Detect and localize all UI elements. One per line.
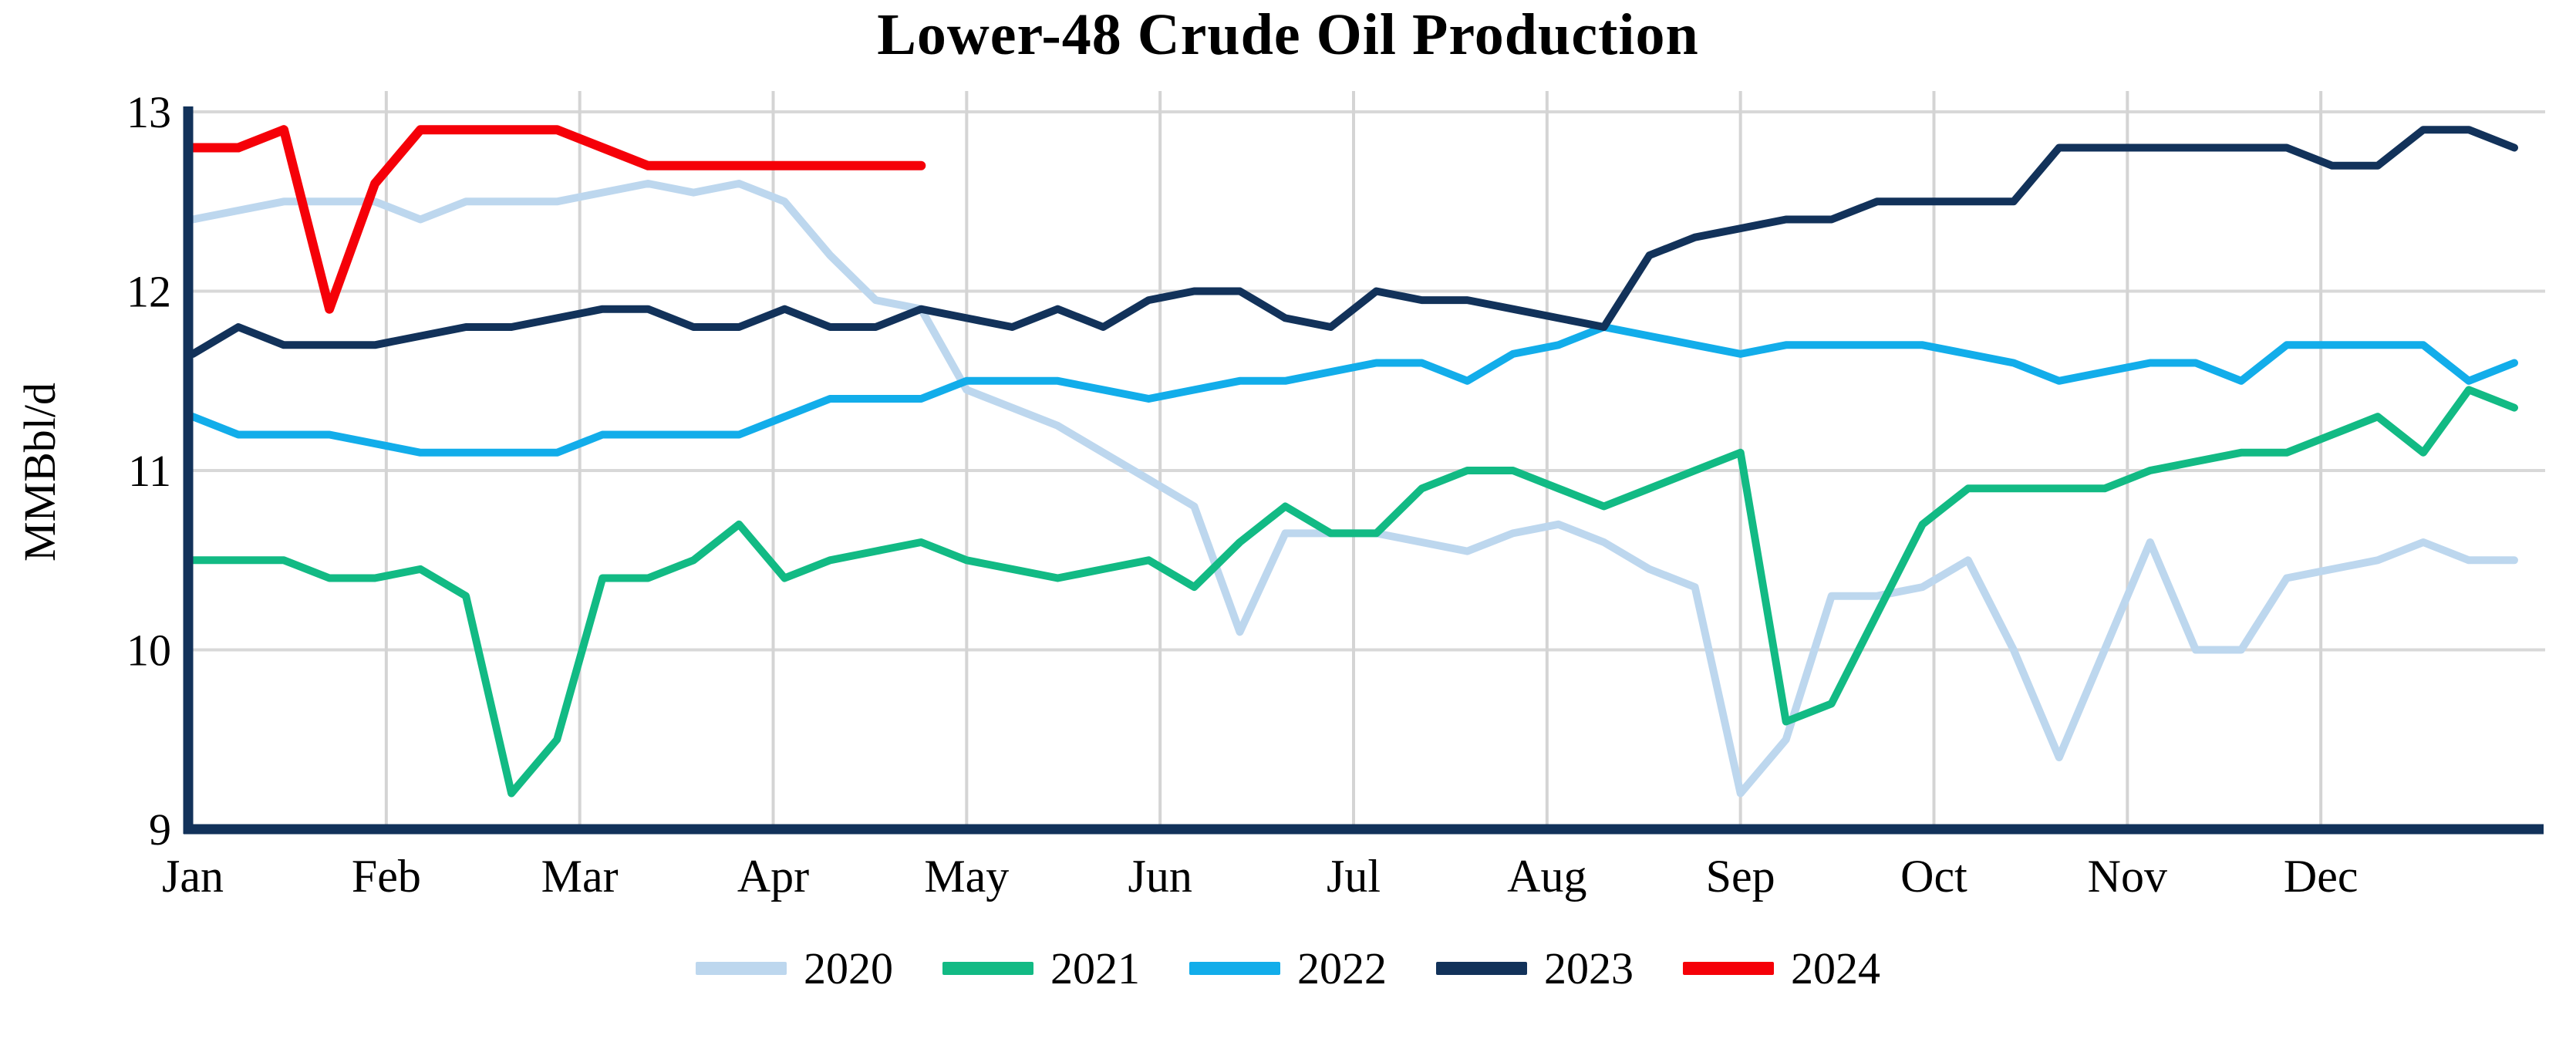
y-tick-label: 9 — [149, 804, 171, 855]
series-line-2022 — [189, 323, 2518, 457]
legend-label-2022: 2022 — [1297, 943, 1387, 993]
series-line-2021 — [189, 386, 2518, 798]
x-tick-label: Jul — [1327, 851, 1381, 902]
y-tick-label: 12 — [126, 267, 171, 317]
legend-swatch-2020 — [696, 962, 787, 975]
legend-label-2020: 2020 — [804, 943, 893, 993]
x-tick-label: Aug — [1507, 851, 1586, 902]
y-tick-label: 13 — [126, 87, 171, 137]
x-tick-label: Mar — [541, 851, 619, 902]
x-tick-label: Sep — [1706, 851, 1775, 902]
legend-swatch-2021 — [942, 962, 1033, 975]
x-tick-label: Apr — [737, 851, 809, 902]
y-tick-label: 10 — [126, 626, 171, 676]
y-tick-label: 11 — [128, 446, 171, 496]
legend-swatch-2022 — [1189, 962, 1280, 975]
series-line-2023 — [189, 126, 2518, 358]
x-tick-label: Jun — [1128, 851, 1192, 902]
series-line-2024 — [188, 125, 926, 314]
legend-label-2023: 2023 — [1544, 943, 1634, 993]
x-tick-label: Jan — [162, 851, 224, 902]
legend-label-2021: 2021 — [1050, 943, 1140, 993]
x-tick-label: Feb — [352, 851, 421, 902]
legend-item-2024: 2024 — [1683, 943, 1880, 994]
x-tick-label: May — [924, 851, 1009, 902]
x-tick-label: Nov — [2088, 851, 2167, 902]
x-tick-label: Dec — [2284, 851, 2359, 902]
legend-label-2024: 2024 — [1791, 943, 1880, 993]
legend-swatch-2024 — [1683, 962, 1774, 975]
x-tick-label: Oct — [1900, 851, 1967, 902]
legend-swatch-2023 — [1436, 962, 1527, 975]
legend-item-2020: 2020 — [696, 943, 893, 994]
chart-title: Lower-48 Crude Oil Production — [877, 2, 1699, 67]
legend-item-2022: 2022 — [1189, 943, 1387, 994]
legend-item-2021: 2021 — [942, 943, 1140, 994]
legend-item-2023: 2023 — [1436, 943, 1634, 994]
legend: 2020 2021 2022 2023 2024 — [0, 943, 2576, 994]
